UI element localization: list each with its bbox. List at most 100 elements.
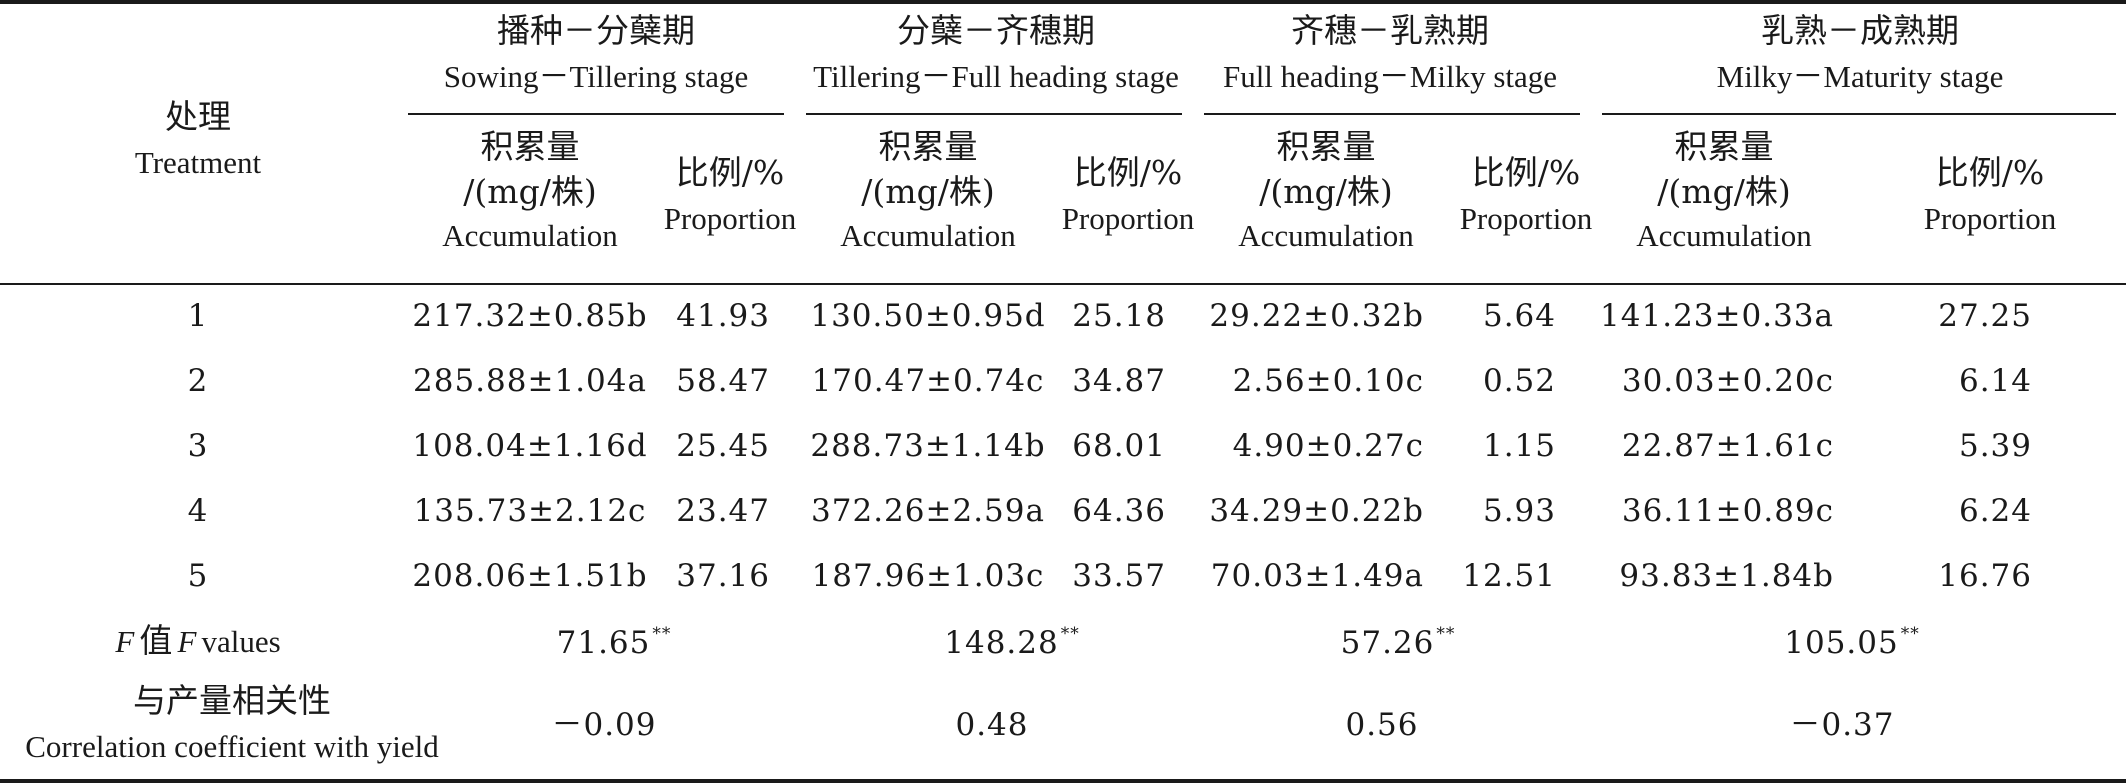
accumulation-header-cn: 积累量 [480,127,580,166]
treatment-cell: 5 [187,558,209,594]
table-cell: 25.45 [676,428,770,464]
proportion-header-cn: 比例/% [1471,153,1581,192]
proportion-header-3: 比例/% Proportion [1460,156,1593,234]
treatment-cell: 4 [187,493,209,529]
table-cell: 108.04±1.16d [412,428,648,464]
correlation-value: －0.37 [1789,707,1895,743]
proportion-header-cn: 比例/% [1935,153,2045,192]
accumulation-header-3: 积累量 /(mg/株) Accumulation [1238,130,1414,251]
f-value-cell: 148.28 ** [944,626,1079,659]
proportion-header-en: Proportion [1923,201,2057,236]
accumulation-header-cn: 积累量 [878,127,978,166]
significance-marker: ** [1436,624,1456,644]
correlation-label-en: Correlation coefficient with yield [25,729,439,764]
table-cell: 0.52 [1482,363,1556,399]
accumulation-header-2: 积累量 /(mg/株) Accumulation [840,130,1016,251]
table-cell: 93.83±1.84b [1619,558,1834,594]
f-italic: F [177,624,197,659]
treatment-header: 处理 Treatment [135,100,261,178]
table-cell: 5.64 [1482,298,1556,334]
f-value: 148.28 [944,625,1059,661]
treatment-cell: 3 [187,428,209,464]
f-value-cell: 71.65 ** [557,626,672,659]
table-cell: 4.90±0.27c [1232,428,1424,464]
correlation-label-cn: 与产量相关性 [133,681,331,720]
table-cell: 12.51 [1462,558,1556,594]
table-cell: 33.57 [1072,558,1166,594]
stage-header-en: Milky－Maturity stage [1716,59,2004,94]
accumulation-header-en: Accumulation [1636,218,1812,253]
table-cell: 288.73±1.14b [810,428,1046,464]
accumulation-header-4: 积累量 /(mg/株) Accumulation [1636,130,1812,251]
stage-header-3: 齐穗－乳熟期 Full heading－Milky stage [1223,14,1557,92]
table-cell: 58.47 [676,363,770,399]
table-cell: 6.24 [1958,493,2032,529]
stage-header-cn: 乳熟－成熟期 [1760,11,1959,50]
proportion-header-en: Proportion [1061,201,1195,236]
table-cell: 141.23±0.33a [1600,298,1834,334]
stage-header-cn: 齐穗－乳熟期 [1291,11,1489,50]
proportion-header-1: 比例/% Proportion [664,156,797,234]
table-cell: 16.76 [1938,558,2032,594]
proportion-header-en: Proportion [1459,201,1593,236]
table-cell: 30.03±0.20c [1621,363,1834,399]
significance-marker: ** [1900,624,1920,644]
f-values-label: F 值 F values [115,624,280,657]
table-cell: 70.03±1.49a [1210,558,1424,594]
bottom-rule [0,779,2126,783]
accumulation-header-unit: /(mg/株) [1657,172,1791,211]
table-cell: 170.47±0.74c [811,363,1045,399]
proportion-header-2: 比例/% Proportion [1062,156,1195,234]
table-cell: 27.25 [1938,298,2032,334]
table-cell: 2.56±0.10c [1232,363,1424,399]
proportion-header-cn: 比例/% [1073,153,1183,192]
table-cell: 1.15 [1482,428,1556,464]
f-values-label-en: values [201,624,281,659]
table-cell: 34.87 [1072,363,1166,399]
accumulation-header-cn: 积累量 [1674,127,1774,166]
correlation-value: －0.09 [551,707,657,743]
stage-header-en: Sowing－Tillering stage [443,59,749,94]
stage-header-en: Full heading－Milky stage [1222,59,1558,94]
proportion-header-4: 比例/% Proportion [1924,156,2057,234]
stage-header-4: 乳熟－成熟期 Milky－Maturity stage [1717,14,2004,92]
stage-header-1: 播种－分蘖期 Sowing－Tillering stage [444,14,749,92]
stage-header-cn: 分蘖－齐穗期 [897,11,1095,50]
table-cell: 208.06±1.51b [412,558,648,594]
table-cell: 130.50±0.95d [810,298,1046,334]
table-cell: 5.39 [1958,428,2032,464]
correlation-label: 与产量相关性 Correlation coefficient with yiel… [25,684,439,762]
table-cell: 34.29±0.22b [1209,493,1424,529]
proportion-header-en: Proportion [663,201,797,236]
table-cell: 64.36 [1072,493,1166,529]
stage-rule-1 [408,113,784,115]
accumulation-header-unit: /(mg/株) [861,172,995,211]
f-value: 71.65 [556,625,651,661]
f-italic: F [115,624,135,659]
table-cell: 68.01 [1072,428,1166,464]
correlation-value: 0.48 [955,707,1029,743]
f-value: 57.26 [1340,625,1435,661]
f-values-label-cn: 值 [139,621,173,660]
accumulation-header-unit: /(mg/株) [463,172,597,211]
table-cell: 187.96±1.03c [811,558,1045,594]
table-cell: 36.11±0.89c [1621,493,1834,529]
table-cell: 6.14 [1958,363,2032,399]
table-cell: 37.16 [676,558,770,594]
accumulation-header-1: 积累量 /(mg/株) Accumulation [442,130,618,251]
top-rule [0,0,2126,4]
table-cell: 41.93 [676,298,770,334]
stage-rule-2 [806,113,1182,115]
significance-marker: ** [652,624,672,644]
stage-header-cn: 播种－分蘖期 [496,11,695,50]
accumulation-header-en: Accumulation [1238,218,1414,253]
accumulation-header-cn: 积累量 [1276,127,1376,166]
f-value-cell: 57.26 ** [1341,626,1456,659]
table-cell: 285.88±1.04a [413,363,647,399]
f-value: 105.05 [1784,625,1899,661]
table-cell: 372.26±2.59a [811,493,1045,529]
proportion-header-cn: 比例/% [675,153,785,192]
table-cell: 29.22±0.32b [1209,298,1424,334]
stage-header-en: Tillering－Full heading stage [813,59,1179,94]
table-cell: 135.73±2.12c [413,493,647,529]
